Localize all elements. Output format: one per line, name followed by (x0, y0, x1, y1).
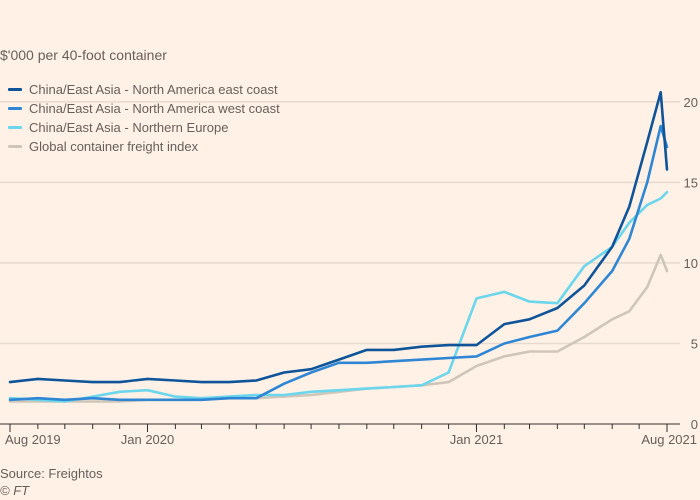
legend-swatch-west-coast (8, 107, 22, 110)
y-tick-label: 15 (684, 175, 698, 190)
x-tick-label: Aug 2019 (5, 432, 61, 447)
series-line-global-index (8, 253, 669, 403)
legend-label: China/East Asia - North America east coa… (29, 82, 278, 97)
credit-note: © FT (0, 483, 30, 498)
y-tick-label: 5 (691, 336, 698, 351)
y-tick-label: 20 (684, 95, 698, 110)
legend-item-east-coast: China/East Asia - North America east coa… (8, 80, 280, 99)
series-line-northern-europe (8, 190, 669, 403)
legend: China/East Asia - North America east coa… (8, 80, 280, 156)
y-tick-label: 0 (691, 417, 698, 432)
legend-item-northern-europe: China/East Asia - Northern Europe (8, 118, 280, 137)
legend-item-global-index: Global container freight index (8, 137, 280, 156)
legend-label: China/East Asia - Northern Europe (29, 120, 229, 135)
y-tick-label: 10 (684, 256, 698, 271)
legend-item-west-coast: China/East Asia - North America west coa… (8, 99, 280, 118)
legend-label: China/East Asia - North America west coa… (29, 101, 280, 116)
chart-subtitle: $'000 per 40-foot container (0, 47, 167, 63)
source-note: Source: Freightos (0, 466, 103, 481)
series-line-east-coast (8, 90, 669, 384)
x-tick-label: Aug 2021 (641, 432, 697, 447)
legend-swatch-east-coast (8, 88, 22, 91)
legend-swatch-northern-europe (8, 126, 22, 129)
series-line-west-coast (8, 124, 669, 402)
x-tick-label: Jan 2020 (121, 432, 175, 447)
x-tick-label: Jan 2021 (450, 432, 504, 447)
legend-swatch-global-index (8, 145, 22, 148)
legend-label: Global container freight index (29, 139, 199, 154)
